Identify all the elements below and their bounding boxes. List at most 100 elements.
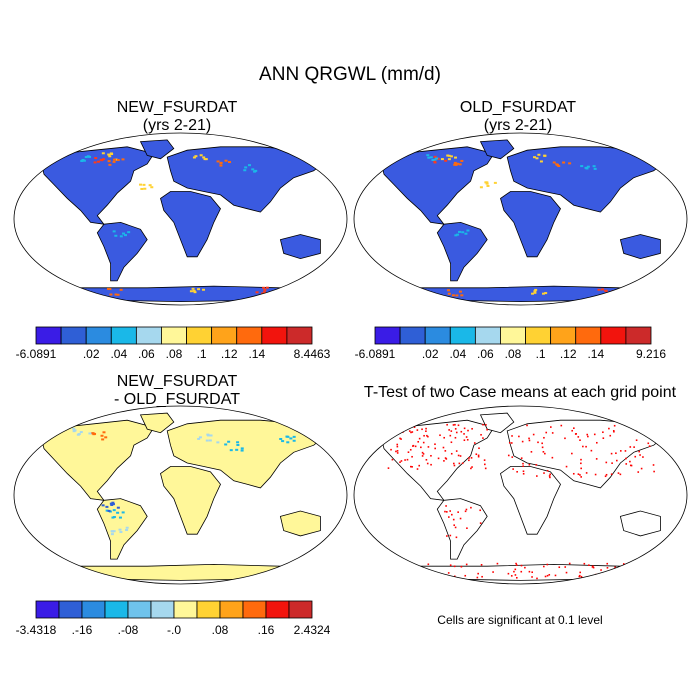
sig-cell — [458, 462, 461, 465]
field-speck — [112, 230, 116, 233]
diff-speck — [236, 444, 240, 447]
sig-cell — [625, 463, 628, 465]
diff-speck — [227, 440, 231, 443]
sig-cell — [470, 506, 472, 509]
sig-cell — [454, 436, 457, 439]
panel-title-diff-line1: NEW_FSURDAT — [116, 373, 238, 390]
sig-cell — [531, 571, 533, 574]
field-speck — [197, 288, 201, 291]
sig-cell — [486, 428, 488, 431]
diff-speck — [118, 528, 122, 531]
sig-cell — [471, 427, 473, 430]
field-speck — [568, 162, 572, 165]
sig-cell — [551, 456, 554, 459]
sig-cell — [522, 470, 525, 473]
colorbar-label: .-08 — [118, 623, 139, 637]
sig-cell — [610, 452, 613, 455]
colorbar-0: -6.0891 .02 .04 .06 .08 .1 .12 .14 8.4463 — [16, 326, 331, 361]
diff-speck — [125, 526, 129, 529]
sig-cell — [445, 505, 447, 507]
field-speck — [138, 183, 142, 186]
sig-cell — [602, 431, 604, 434]
sig-cell — [444, 450, 447, 452]
map-boundary — [13, 132, 348, 306]
diff-speck — [240, 449, 244, 452]
continent-north-america — [40, 146, 155, 225]
colorbar-swatch — [575, 326, 602, 345]
continent-greenland — [139, 139, 175, 160]
sig-cell — [480, 563, 483, 566]
continent-north-america — [380, 146, 495, 225]
colorbar-label: .16 — [258, 623, 275, 637]
sig-cell — [404, 459, 406, 461]
sig-cell — [453, 575, 456, 578]
continent-greenland — [479, 139, 515, 160]
colorbar-swatch — [550, 326, 577, 345]
diff-speck — [92, 433, 96, 436]
continent-south-america — [96, 498, 148, 560]
field-speck — [86, 155, 90, 158]
field-speck — [447, 289, 451, 292]
field-speck — [192, 156, 196, 159]
sig-cell — [449, 510, 451, 512]
field-speck — [193, 291, 197, 294]
sig-cell — [521, 440, 524, 443]
panel-title-new: NEW_FSURDAT (yrs 2-21) — [92, 99, 262, 135]
sig-cell — [578, 574, 581, 577]
diff-speck — [235, 448, 239, 451]
sig-cell — [510, 575, 513, 577]
panel-title-diff: NEW_FSURDAT - OLD_FSURDAT — [92, 373, 262, 409]
sig-cell — [564, 566, 567, 568]
sig-cell — [594, 473, 597, 476]
colorbar-swatch — [186, 326, 213, 345]
sig-cell — [528, 463, 531, 466]
sig-cell — [625, 457, 627, 460]
field-speck — [586, 165, 590, 168]
sig-cell — [496, 562, 499, 565]
field-speck — [107, 160, 111, 163]
field-speck — [112, 158, 116, 161]
diff-speck — [116, 506, 120, 509]
sig-cell — [544, 575, 547, 578]
field-speck — [96, 160, 100, 163]
panel-title-new-line2: (yrs 2-21) — [142, 117, 212, 134]
panel-title-old-line2: (yrs 2-21) — [483, 117, 553, 134]
sig-cell — [422, 453, 425, 455]
diff-speck — [198, 436, 202, 439]
field-speck — [449, 155, 453, 158]
sig-cell — [421, 428, 423, 431]
field-speck — [202, 156, 206, 159]
sig-cell — [447, 572, 450, 574]
sig-cell — [596, 441, 598, 444]
sig-cell — [471, 466, 473, 468]
diff-speck — [292, 435, 296, 438]
sig-cell — [400, 438, 402, 440]
sig-cell — [524, 566, 526, 569]
field-speck — [262, 286, 266, 289]
colorbar-label: -3.4318 — [16, 623, 57, 637]
field-speck — [121, 158, 125, 161]
sig-cell — [600, 569, 602, 571]
field-speck — [265, 286, 269, 289]
field-speck — [534, 288, 538, 291]
colorbar-label: 2.4324 — [294, 623, 331, 637]
diff-speck — [125, 528, 129, 531]
sig-cell — [454, 428, 457, 430]
field-speck — [543, 154, 547, 157]
field-speck — [93, 161, 97, 164]
field-speck — [107, 153, 111, 156]
sig-cell — [633, 446, 635, 448]
sig-cell — [460, 430, 463, 433]
field-speck — [466, 229, 470, 232]
continent-africa — [160, 466, 221, 535]
colorbar-swatch — [219, 600, 244, 619]
sig-cell — [558, 566, 561, 569]
sig-cell — [635, 439, 638, 442]
sig-cell — [387, 467, 390, 469]
sig-cell — [520, 457, 523, 459]
sig-cell — [454, 423, 456, 426]
sig-cell — [444, 457, 447, 459]
sig-cell — [413, 426, 416, 428]
field-speck — [263, 288, 267, 291]
sig-cell — [455, 450, 458, 452]
